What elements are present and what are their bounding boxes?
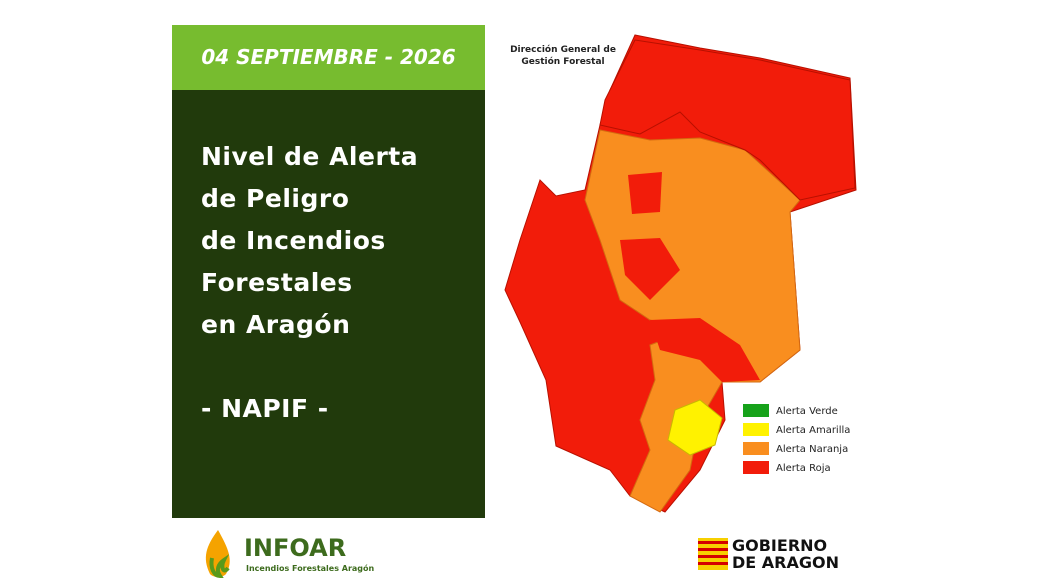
region-yellow: [667, 399, 723, 456]
title-line: Forestales: [201, 268, 353, 297]
map-source: Dirección General de: [510, 44, 616, 55]
infoar-logo: INFOAR Incendios Forestales Aragón: [198, 528, 378, 580]
logo-tagline: Incendios Forestales Aragón: [246, 564, 375, 573]
map-regions: [504, 34, 857, 513]
region-red: [599, 39, 856, 201]
region-red: [620, 238, 680, 300]
legend-label: Alerta Verde: [776, 406, 838, 417]
region-red: [650, 318, 760, 382]
date-banner: 04 SEPTIEMBRE - 2026: [172, 25, 485, 90]
title-panel: Nivel de Alerta de Peligro de Incendios …: [172, 90, 485, 518]
subtitle: - NAPIF -: [201, 394, 329, 423]
legend-swatch: [743, 461, 769, 474]
region-red: [628, 172, 662, 214]
logo-line: GOBIERNO: [732, 536, 828, 555]
map-source: Gestión Forestal: [521, 56, 604, 67]
flag-icon: [698, 538, 728, 570]
gobierno-logo: GOBIERNO DE ARAGON: [698, 536, 848, 576]
title-line: de Incendios: [201, 226, 386, 255]
legend-label: Alerta Amarilla: [776, 425, 850, 436]
flame-icon: [205, 530, 230, 579]
alert-map: Dirección General de Gestión Forestal Al…: [504, 34, 857, 513]
title-line: Nivel de Alerta: [201, 142, 419, 171]
logo-line: DE ARAGON: [732, 553, 839, 572]
legend-label: Alerta Roja: [776, 463, 831, 474]
legend-swatch: [743, 423, 769, 436]
legend-swatch: [743, 442, 769, 455]
logo-name: INFOAR: [244, 534, 347, 562]
legend-label: Alerta Naranja: [776, 444, 848, 455]
title-line: en Aragón: [201, 310, 351, 339]
title-line: de Peligro: [201, 184, 350, 213]
legend-swatch: [743, 404, 769, 417]
